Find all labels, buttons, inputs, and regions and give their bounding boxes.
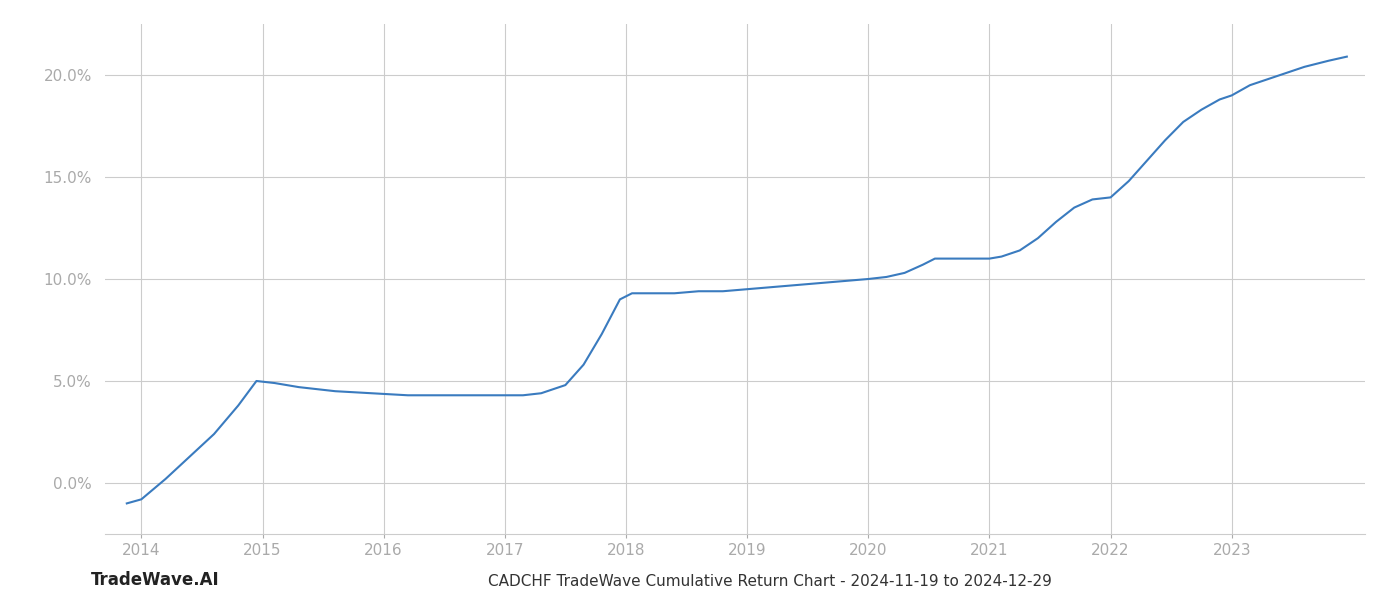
- Text: TradeWave.AI: TradeWave.AI: [91, 571, 220, 589]
- Text: CADCHF TradeWave Cumulative Return Chart - 2024-11-19 to 2024-12-29: CADCHF TradeWave Cumulative Return Chart…: [489, 574, 1051, 589]
